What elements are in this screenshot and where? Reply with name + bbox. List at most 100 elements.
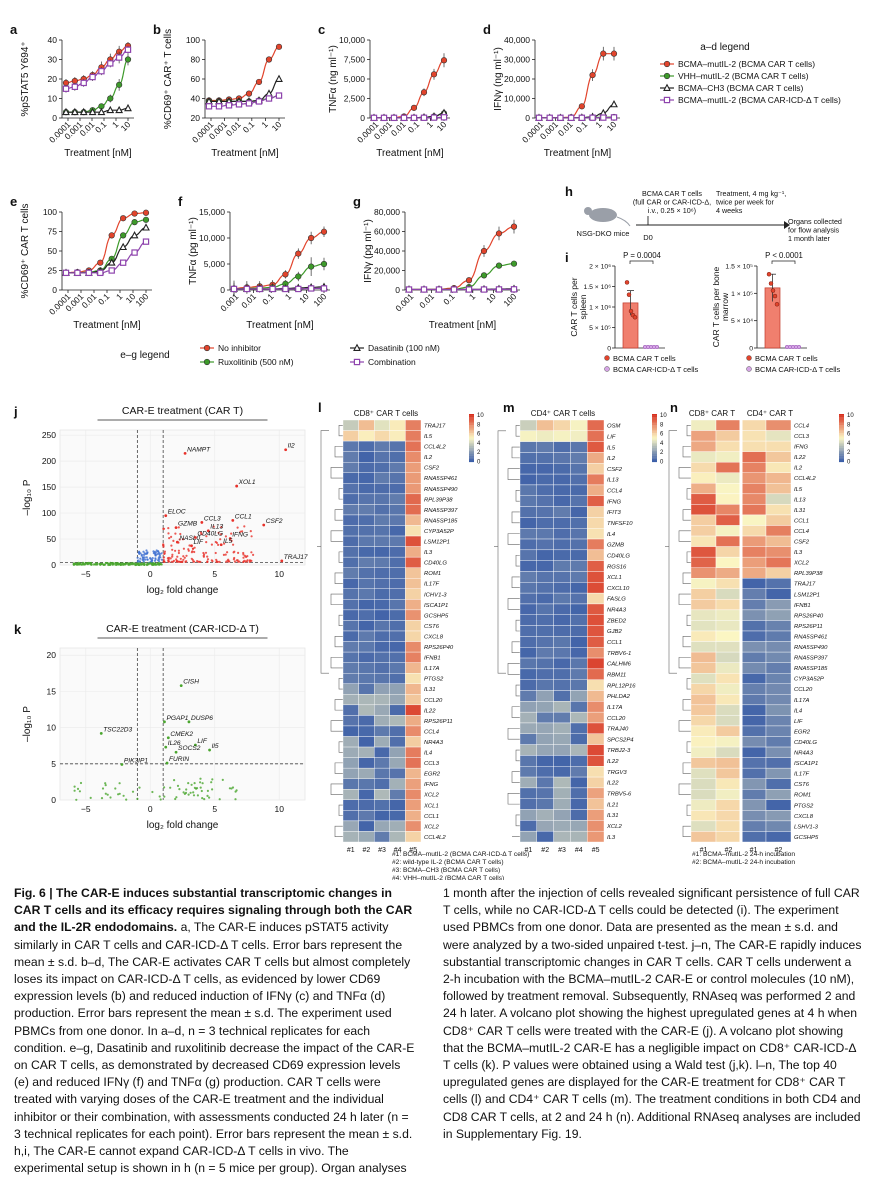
heatmap-cell <box>343 810 359 821</box>
colorbar-tick: 6 <box>660 432 664 438</box>
volcano-point <box>158 552 160 554</box>
colorbar-segment <box>469 416 474 418</box>
heatmap-cell <box>570 691 587 702</box>
heatmap-cell <box>691 557 716 568</box>
heatmap-gene-label: CCL3 <box>424 761 440 767</box>
x-tick-label: 1 <box>283 291 294 302</box>
heatmap-gene-label: IL4 <box>424 751 433 757</box>
heatmap-cell <box>766 694 791 705</box>
heatmap-cell <box>587 701 604 712</box>
colorbar-segment <box>469 443 474 445</box>
heatmap-gene-label: CCL1 <box>607 640 622 646</box>
labeled-gene-point <box>100 732 103 735</box>
heatmap-title-cd4: CD4⁺ CAR T <box>747 409 793 418</box>
volcano-point <box>162 543 164 545</box>
volcano-point <box>144 552 146 554</box>
heatmap-cell <box>554 701 571 712</box>
volcano-point <box>250 551 252 553</box>
heatmap-cell <box>390 789 406 800</box>
heatmap-cell <box>716 758 741 769</box>
colorbar-segment <box>839 436 844 438</box>
heatmap-cell <box>405 821 421 832</box>
heatmap-gene-label: CD40LG <box>794 740 817 746</box>
heatmap-gene-label: CYP3A52P <box>794 677 824 683</box>
heatmap-cell <box>390 599 406 610</box>
heatmap-cell <box>716 431 741 442</box>
row-dendrogram-upper <box>317 431 329 674</box>
data-point <box>143 210 149 216</box>
heatmap-cell <box>343 779 359 790</box>
heatmap-gene-label: IFNG <box>607 499 621 505</box>
heatmap-cell <box>520 745 537 756</box>
heatmap-cell <box>766 515 791 526</box>
volcano-point <box>154 554 156 556</box>
y-axis-label: %pSTAT5 Y694⁺ <box>20 41 31 116</box>
heatmap-cell <box>741 821 766 832</box>
heatmap-cell <box>343 494 359 505</box>
colorbar-segment <box>652 457 657 459</box>
heatmap-cell <box>359 663 375 674</box>
heatmap-gene-label: IL5 <box>607 445 616 451</box>
heatmap-cell <box>390 494 406 505</box>
heatmap-cell <box>537 799 554 810</box>
heatmap-cell <box>716 420 741 431</box>
volcano-point <box>146 551 148 553</box>
heatmap-cell <box>570 517 587 528</box>
heatmap-gene-label: XCL1 <box>606 575 622 581</box>
volcano-point <box>119 793 121 795</box>
heatmap-cell <box>405 789 421 800</box>
colorbar-segment <box>839 432 844 434</box>
colorbar-segment <box>469 414 474 416</box>
heatmap-cell <box>359 747 375 758</box>
heatmap-gene-label: NR4A3 <box>794 751 814 757</box>
heatmap-cell <box>741 473 766 484</box>
data-point <box>90 74 95 79</box>
plot-area <box>60 648 305 800</box>
heatmap-cell <box>741 547 766 558</box>
heatmap-gene-label: RPS26P11 <box>424 719 453 725</box>
volcano-point <box>157 562 159 564</box>
volcano-point <box>178 788 180 790</box>
significance-bracket <box>630 261 653 264</box>
volcano-point <box>180 558 182 560</box>
heatmap-cell <box>359 768 375 779</box>
data-point <box>283 272 289 278</box>
heatmap-cell <box>716 800 741 811</box>
heatmap-gene-label: IL2 <box>607 456 616 462</box>
volcano-point <box>170 557 172 559</box>
volcano-point <box>111 563 113 565</box>
gene-label: XOL1 <box>238 479 256 486</box>
heatmap-cell <box>405 547 421 558</box>
labeled-gene-point <box>184 452 187 455</box>
colorbar-segment <box>469 425 474 427</box>
heatmap-cell <box>374 441 390 452</box>
heatmap-cell <box>390 515 406 526</box>
colorbar-segment <box>839 454 844 456</box>
y-axis-label: TNFα (ng ml⁻¹) <box>328 45 339 113</box>
x-tick-label: 10 <box>274 804 284 814</box>
volcano-point <box>227 560 229 562</box>
heatmap-cell <box>716 462 741 473</box>
heatmap-cell <box>343 831 359 842</box>
heatmap-cell <box>520 799 537 810</box>
volcano-point <box>173 779 175 781</box>
volcano-point <box>132 563 134 565</box>
heatmap-cell <box>587 647 604 658</box>
volcano-point <box>101 563 103 565</box>
heatmap-footnote: #1: BCMA–mutIL-2 24-h incubation <box>692 851 795 858</box>
heatmap-cell <box>390 536 406 547</box>
data-point <box>244 286 249 291</box>
heatmap-cell <box>390 663 406 674</box>
heatmap-gene-label: IL17A <box>607 705 622 711</box>
heatmap-cell <box>587 507 604 518</box>
heatmap-cell <box>405 705 421 716</box>
p-value: P < 0.0001 <box>765 251 803 260</box>
colorbar-segment <box>469 441 474 443</box>
legend-marker <box>204 345 210 351</box>
volcano-point <box>87 563 89 565</box>
data-point <box>99 69 104 74</box>
heatmap-cell <box>716 684 741 695</box>
heatmap-cell <box>405 694 421 705</box>
heatmap-gene-label: CST6 <box>424 624 440 630</box>
y-tick-label: 10,000 <box>199 233 225 243</box>
